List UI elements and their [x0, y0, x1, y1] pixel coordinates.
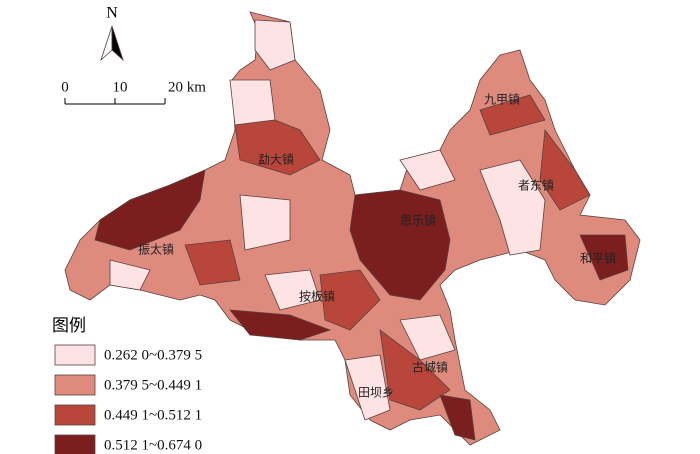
town-label: 勐大镇 — [258, 153, 294, 167]
scale-bar — [64, 98, 166, 105]
town-label: 九甲镇 — [484, 93, 520, 107]
legend-swatch — [54, 344, 96, 366]
district — [349, 189, 451, 301]
scale-label: 10 — [113, 79, 128, 95]
town-label: 古城镇 — [412, 360, 448, 375]
district — [579, 234, 629, 281]
arrow-right — [111, 25, 124, 62]
legend-label: 0.512 1~0.674 0 — [104, 437, 202, 453]
scale-label: 0 — [61, 79, 69, 95]
legend-label: 0.262 0~0.379 5 — [104, 347, 202, 363]
legend-swatch — [54, 404, 96, 426]
district — [94, 169, 206, 251]
arrow-left — [100, 25, 113, 62]
district — [239, 194, 291, 251]
north-label: N — [106, 5, 118, 22]
town-label: 和平镇 — [580, 252, 616, 266]
legend-title: 图例 — [52, 316, 86, 336]
district — [539, 128, 591, 211]
district — [344, 354, 391, 421]
district — [229, 79, 276, 126]
district — [264, 269, 321, 311]
north-arrow: N — [100, 5, 124, 62]
legend-swatch — [54, 374, 96, 396]
legend-label: 0.449 1~0.512 1 — [104, 407, 202, 423]
town-label: 田坝乡 — [358, 386, 394, 400]
district — [109, 259, 151, 291]
town-label: 按板镇 — [299, 290, 335, 304]
district — [399, 314, 456, 361]
town-label: 振太镇 — [138, 242, 174, 257]
regions — [64, 11, 641, 446]
district — [234, 119, 321, 176]
district — [479, 94, 546, 136]
district — [184, 239, 241, 286]
legend-swatch — [54, 434, 96, 454]
district — [439, 394, 476, 441]
district — [399, 149, 456, 191]
district — [319, 269, 381, 331]
district — [479, 159, 546, 256]
legend-label: 0.379 5~0.449 1 — [104, 377, 202, 393]
district — [379, 329, 451, 411]
district — [229, 309, 332, 341]
town-label: 者东镇 — [518, 179, 554, 193]
town-label: 恩乐镇 — [400, 214, 436, 228]
scale-label: 20 km — [168, 79, 206, 95]
district — [254, 19, 296, 71]
